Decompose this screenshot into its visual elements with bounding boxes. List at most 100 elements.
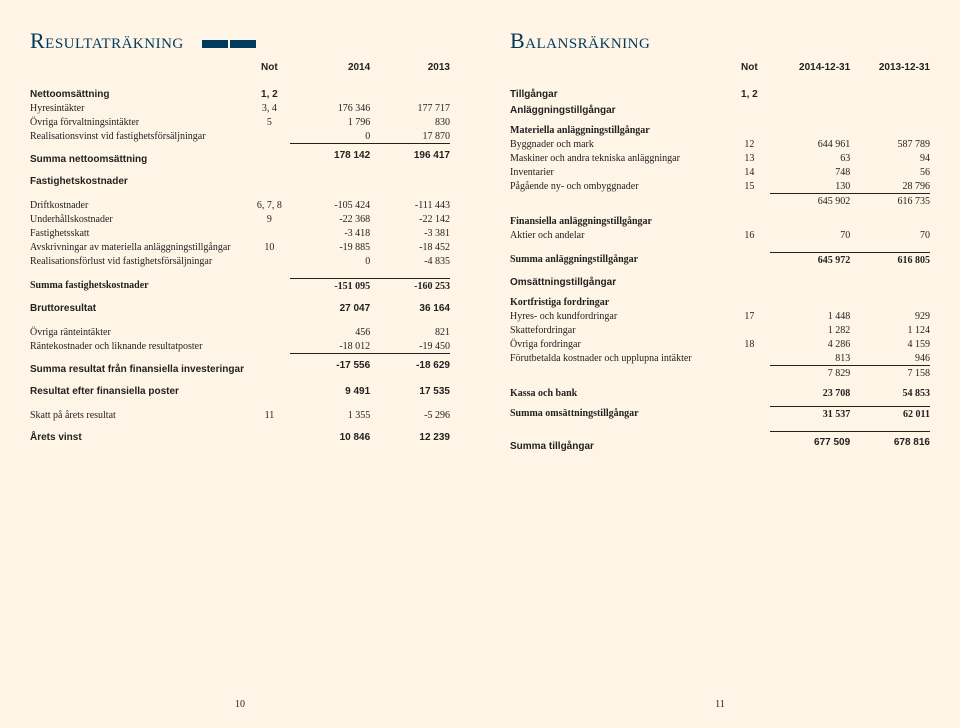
table-cell: 70 <box>770 228 850 242</box>
table-cell: 0 <box>290 129 370 144</box>
table-cell: Realisationsvinst vid fastighetsförsäljn… <box>30 129 248 144</box>
table-row: Förutbetalda kostnader och upplupna intä… <box>510 351 930 366</box>
decor-bars <box>202 40 256 48</box>
table-cell <box>248 278 290 293</box>
table-row: Avskrivningar av materiella anläggningst… <box>30 240 450 254</box>
decor-bar <box>202 40 228 48</box>
table-cell: 36 164 <box>370 293 450 316</box>
table-cell <box>728 194 770 209</box>
table-cell: 17 535 <box>370 376 450 399</box>
table-cell: Resultat efter finansiella poster <box>30 376 248 399</box>
table-cell <box>248 325 290 339</box>
col-2014: 2014 <box>290 60 370 79</box>
balance-sheet-table: Not 2014-12-31 2013-12-31 Tillgångar1, 2… <box>510 60 930 454</box>
table-cell <box>770 101 850 118</box>
table-row: Övriga förvaltningsintäkter51 796830 <box>30 115 450 129</box>
table-row: Realisationsförlust vid fastighetsförsäl… <box>30 254 450 268</box>
table-row: Skatt på årets resultat111 355-5 296 <box>30 408 450 422</box>
table-cell: 15 <box>728 179 770 194</box>
table-cell: 821 <box>370 325 450 339</box>
table-cell: Aktier och andelar <box>510 228 728 242</box>
table-cell: Summa fastighetskostnader <box>30 278 248 293</box>
table-header-row: Not 2014 2013 <box>30 60 450 79</box>
table-cell: 929 <box>850 309 930 323</box>
table-cell <box>728 267 770 290</box>
table-row <box>30 399 450 409</box>
table-cell: 13 <box>728 151 770 165</box>
table-cell: Nettoomsättning <box>30 79 248 102</box>
table-cell <box>30 189 450 199</box>
table-cell: 7 829 <box>770 366 850 381</box>
table-cell: 63 <box>770 151 850 165</box>
table-row: Finansiella anläggningstillgångar <box>510 214 930 228</box>
table-cell <box>248 376 290 399</box>
table-cell: -18 452 <box>370 240 450 254</box>
table-row: Aktier och andelar167070 <box>510 228 930 242</box>
table-row: Kassa och bank23 70854 853 <box>510 386 930 400</box>
table-cell: Bruttoresultat <box>30 293 248 316</box>
table-cell <box>770 79 850 102</box>
table-cell: 178 142 <box>290 144 370 167</box>
table-cell <box>728 386 770 400</box>
table-cell: -3 418 <box>290 226 370 240</box>
table-cell <box>770 267 850 290</box>
table-cell: 644 961 <box>770 137 850 151</box>
table-cell: 14 <box>728 165 770 179</box>
table-cell: 56 <box>850 165 930 179</box>
table-cell: 196 417 <box>370 144 450 167</box>
table-cell: 130 <box>770 179 850 194</box>
table-cell: Övriga ränteintäkter <box>30 325 248 339</box>
decor-bar <box>230 40 256 48</box>
table-cell: 18 <box>728 337 770 351</box>
table-cell: 1, 2 <box>728 79 770 102</box>
table-cell: 456 <box>290 325 370 339</box>
table-cell: 830 <box>370 115 450 129</box>
table-cell: Summa resultat från finansiella invester… <box>30 354 248 377</box>
table-cell: Realisationsförlust vid fastighetsförsäl… <box>30 254 248 268</box>
table-header-row: Not 2014-12-31 2013-12-31 <box>510 60 930 79</box>
table-row: Pågående ny- och ombyggnader1513028 796 <box>510 179 930 194</box>
table-cell: 12 <box>728 137 770 151</box>
table-cell: Tillgångar <box>510 79 728 102</box>
table-row: Resultat efter finansiella poster9 49117… <box>30 376 450 399</box>
table-row: 645 902616 735 <box>510 194 930 209</box>
table-cell <box>370 79 450 102</box>
table-cell: 587 789 <box>850 137 930 151</box>
page-number-right: 11 <box>715 699 725 710</box>
table-cell <box>248 422 290 445</box>
table-cell <box>728 252 770 267</box>
table-cell: 748 <box>770 165 850 179</box>
left-page: Resultaträkning Not 2014 2013 Nettoomsät… <box>0 0 480 728</box>
table-cell: Övriga fordringar <box>510 337 728 351</box>
col-2013: 2013 <box>370 60 450 79</box>
table-row: Anläggningstillgångar <box>510 101 930 118</box>
table-cell <box>290 166 370 189</box>
table-cell: -151 095 <box>290 278 370 293</box>
col-label <box>30 60 248 79</box>
table-cell <box>248 293 290 316</box>
table-row <box>510 242 930 252</box>
table-cell: Omsättningstillgångar <box>510 267 728 290</box>
page-number-left: 10 <box>235 699 245 710</box>
table-row: Summa anläggningstillgångar645 972616 80… <box>510 252 930 267</box>
table-row: Summa tillgångar677 509678 816 <box>510 431 930 454</box>
table-cell: Maskiner och andra tekniska anläggningar <box>510 151 728 165</box>
table-cell: Övriga förvaltningsintäkter <box>30 115 248 129</box>
table-cell: 1, 2 <box>248 79 290 102</box>
table-cell <box>248 144 290 167</box>
table-cell: 23 708 <box>770 386 850 400</box>
table-cell <box>30 316 450 326</box>
table-row <box>510 421 930 431</box>
table-cell: 677 509 <box>770 431 850 454</box>
table-cell: Materiella anläggningstillgångar <box>510 123 728 137</box>
table-cell: 11 <box>248 408 290 422</box>
table-cell: Anläggningstillgångar <box>510 101 728 118</box>
table-cell: -19 885 <box>290 240 370 254</box>
table-cell <box>770 123 850 137</box>
table-cell: 7 158 <box>850 366 930 381</box>
table-cell: Kortfristiga fordringar <box>510 295 728 309</box>
table-row: Hyres- och kundfordringar171 448929 <box>510 309 930 323</box>
col-date1: 2014-12-31 <box>770 60 850 79</box>
table-cell: 9 <box>248 212 290 226</box>
table-row: Bruttoresultat27 04736 164 <box>30 293 450 316</box>
